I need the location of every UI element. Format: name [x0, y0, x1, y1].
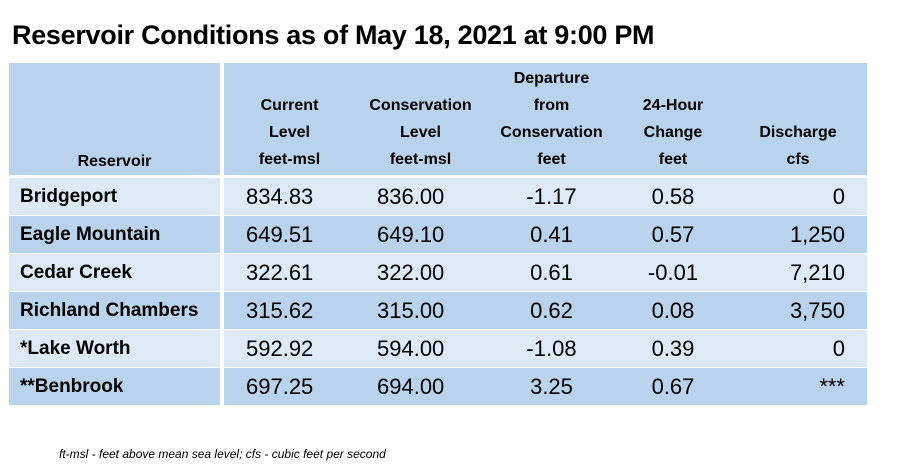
table-row: *Lake Worth 592.92 594.00 -1.08 0.39 0 [9, 330, 867, 368]
conservation-level: 322.00 [355, 254, 486, 292]
table-row: **Benbrook 697.25 694.00 3.25 0.67 *** [9, 368, 867, 406]
discharge: 7,210 [729, 254, 867, 292]
departure: 0.41 [486, 216, 617, 254]
col-header-label: Change [643, 124, 703, 141]
reservoir-table: Reservoir Current Level feet-msl Conserv… [9, 63, 867, 406]
discharge: 0 [729, 330, 867, 368]
header-row: Reservoir Current Level feet-msl Conserv… [9, 63, 867, 178]
conservation-level: 594.00 [355, 330, 486, 368]
table-header: Reservoir Current Level feet-msl Conserv… [9, 63, 867, 178]
col-header-label: Conservation [500, 124, 603, 141]
col-header-label: Level [400, 124, 441, 141]
current-level: 322.61 [224, 254, 355, 292]
change-24h: -0.01 [617, 254, 729, 292]
current-level: 592.92 [224, 330, 355, 368]
reservoir-name: Bridgeport [9, 178, 224, 216]
footnote: ft-msl - feet above mean sea level; cfs … [59, 447, 386, 461]
col-header-24h-change: 24-Hour Change feet [617, 63, 729, 178]
col-header-unit: cfs [786, 151, 810, 168]
table-row: Eagle Mountain 649.51 649.10 0.41 0.57 1… [9, 216, 867, 254]
col-header-label: Discharge [759, 124, 837, 141]
col-header-current-level: Current Level feet-msl [224, 63, 355, 178]
reservoir-name: *Lake Worth [9, 330, 224, 368]
col-header-label: Level [269, 124, 310, 141]
current-level: 697.25 [224, 368, 355, 406]
change-24h: 0.58 [617, 178, 729, 216]
change-24h: 0.67 [617, 368, 729, 406]
conservation-level: 315.00 [355, 292, 486, 330]
departure: 3.25 [486, 368, 617, 406]
departure: 0.61 [486, 254, 617, 292]
col-header-label: Conservation [369, 97, 472, 114]
discharge: 1,250 [729, 216, 867, 254]
col-header-conservation-level: Conservation Level feet-msl [355, 63, 486, 178]
col-header-unit: feet [658, 151, 688, 168]
reservoir-name: **Benbrook [9, 368, 224, 406]
col-header-unit: feet-msl [389, 151, 452, 168]
current-level: 649.51 [224, 216, 355, 254]
reservoir-name: Cedar Creek [9, 254, 224, 292]
conservation-level: 836.00 [355, 178, 486, 216]
departure: -1.08 [486, 330, 617, 368]
change-24h: 0.39 [617, 330, 729, 368]
col-header-label: Reservoir [77, 153, 152, 170]
col-header-departure: Departure from Conservation feet [486, 63, 617, 178]
table-row: Cedar Creek 322.61 322.00 0.61 -0.01 7,2… [9, 254, 867, 292]
table-body: Bridgeport 834.83 836.00 -1.17 0.58 0 Ea… [9, 178, 867, 406]
reservoir-name: Eagle Mountain [9, 216, 224, 254]
conservation-level: 649.10 [355, 216, 486, 254]
change-24h: 0.57 [617, 216, 729, 254]
conservation-level: 694.00 [355, 368, 486, 406]
col-header-label: 24-Hour [642, 97, 704, 114]
discharge: 0 [729, 178, 867, 216]
departure: -1.17 [486, 178, 617, 216]
table-row: Richland Chambers 315.62 315.00 0.62 0.0… [9, 292, 867, 330]
change-24h: 0.08 [617, 292, 729, 330]
col-header-label: from [533, 97, 570, 114]
discharge: 3,750 [729, 292, 867, 330]
discharge: *** [729, 368, 867, 406]
current-level: 315.62 [224, 292, 355, 330]
col-header-reservoir: Reservoir [9, 63, 224, 178]
page-title: Reservoir Conditions as of May 18, 2021 … [12, 20, 655, 50]
reservoir-name: Richland Chambers [9, 292, 224, 330]
col-header-unit: feet-msl [258, 151, 321, 168]
col-header-unit: feet [537, 151, 566, 168]
departure: 0.62 [486, 292, 617, 330]
col-header-label: Current [260, 97, 319, 114]
col-header-label: Departure [513, 70, 590, 87]
current-level: 834.83 [224, 178, 355, 216]
table-row: Bridgeport 834.83 836.00 -1.17 0.58 0 [9, 178, 867, 216]
col-header-discharge: Discharge cfs [729, 63, 867, 178]
